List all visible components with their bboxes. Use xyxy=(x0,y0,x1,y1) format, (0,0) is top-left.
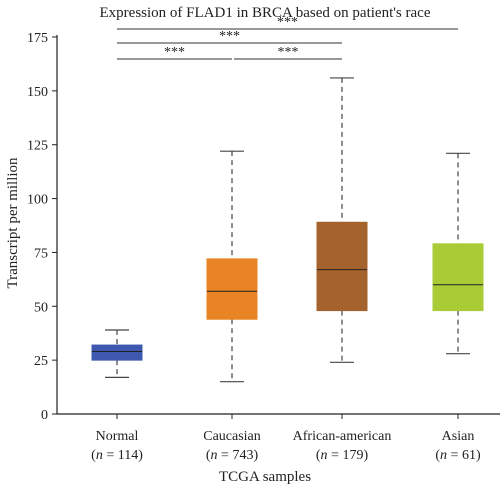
x-axis-label: TCGA samples xyxy=(219,469,311,485)
y-tick-label: 150 xyxy=(27,85,48,100)
y-tick-label: 100 xyxy=(27,193,48,208)
box-group-asian: Asian (n = 61) xyxy=(432,152,484,463)
box-group-normal: Normal (n = 114) xyxy=(91,329,143,463)
sample-size-label: (n = 743) xyxy=(206,448,259,463)
plot-area: 0 25 50 75 100 125 150 175 Normal (n = 114) Caucas… xyxy=(27,15,500,463)
significance-label: *** xyxy=(164,45,185,60)
y-tick-label: 175 xyxy=(27,31,48,46)
sample-size-label: (n = 61) xyxy=(435,448,481,463)
x-tick-label: Asian xyxy=(442,429,475,444)
box-group-african-american: African-american (n = 179) xyxy=(293,77,392,463)
box-group-caucasian: Caucasian (n = 743) xyxy=(203,150,261,463)
significance-bracket: *** xyxy=(234,45,342,60)
iqr-box xyxy=(206,258,258,320)
y-tick-label: 25 xyxy=(34,354,48,369)
x-tick-label: Normal xyxy=(96,429,139,444)
y-tick-label: 75 xyxy=(34,246,48,261)
iqr-box xyxy=(316,221,368,312)
iqr-box xyxy=(432,243,484,312)
iqr-box xyxy=(91,344,143,361)
y-tick-label: 50 xyxy=(34,300,48,315)
y-axis-label: Transcript per million xyxy=(5,157,21,289)
significance-label: *** xyxy=(277,15,298,30)
significance-bracket: *** xyxy=(117,45,232,60)
x-tick-label: Caucasian xyxy=(203,429,261,444)
x-tick-label: African-american xyxy=(293,429,392,444)
sample-size-label: (n = 114) xyxy=(91,448,143,463)
sample-size-label: (n = 179) xyxy=(316,448,369,463)
chart-title: Expression of FLAD1 in BRCA based on pat… xyxy=(100,5,431,21)
significance-label: *** xyxy=(278,45,299,60)
significance-bracket: *** xyxy=(117,29,342,44)
significance-label: *** xyxy=(219,29,240,44)
y-tick-label: 125 xyxy=(27,139,48,154)
y-tick-label: 0 xyxy=(41,408,48,423)
significance-bracket: *** xyxy=(117,15,458,30)
